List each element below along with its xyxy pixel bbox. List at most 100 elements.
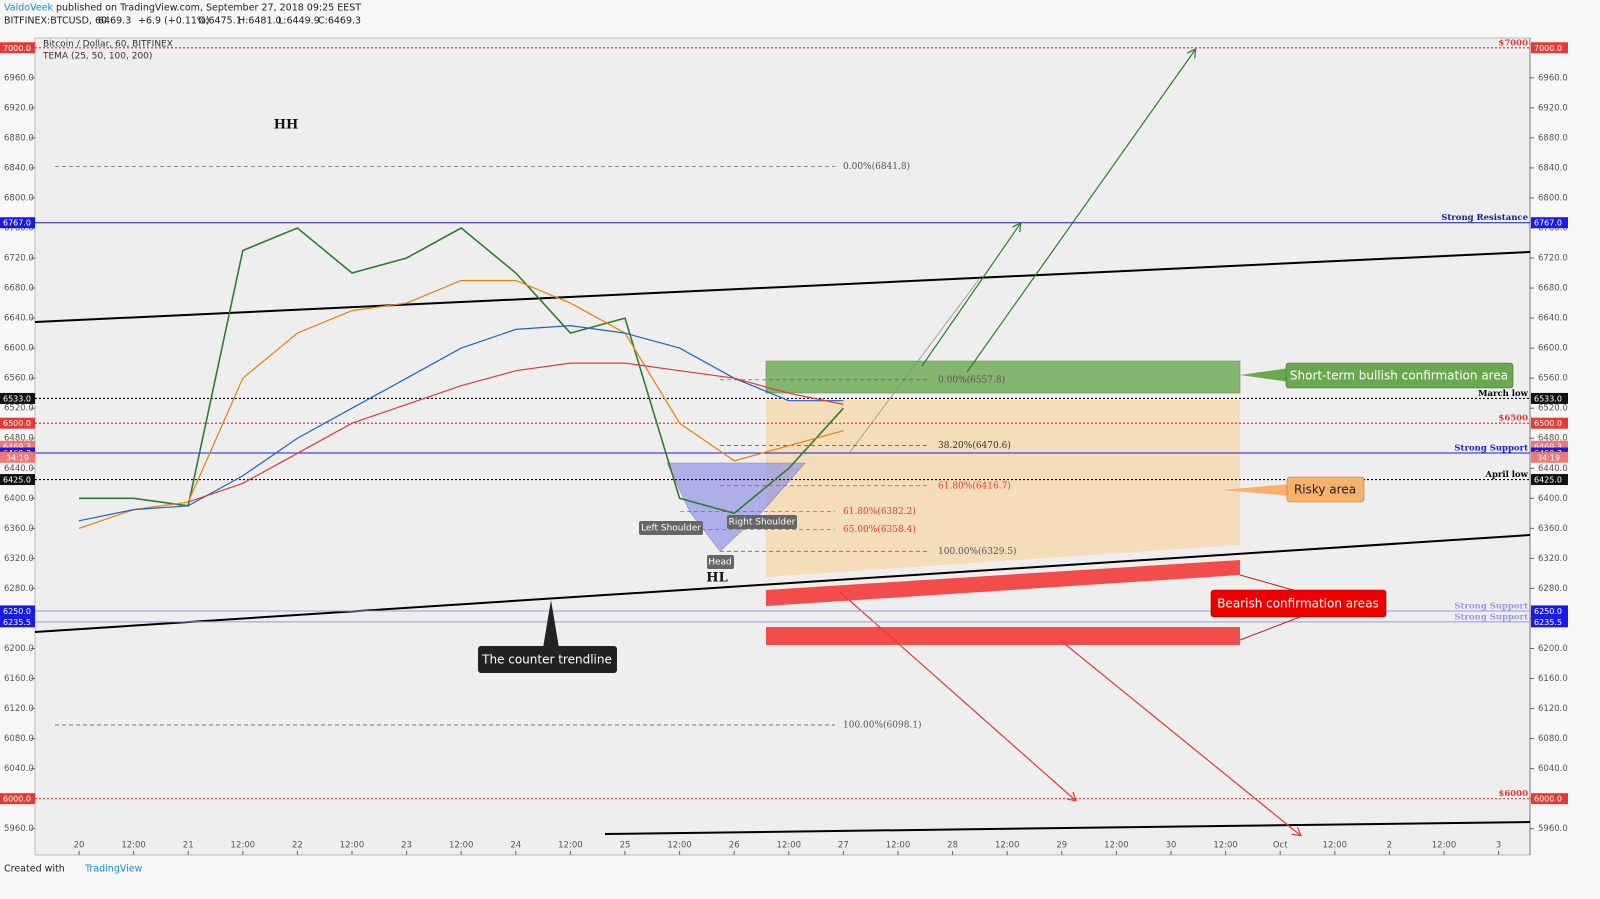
- footer-text: Created with: [4, 864, 65, 875]
- x-tick-label: 30: [1166, 841, 1177, 851]
- fib-label: 0.00%(6841.8): [843, 161, 910, 172]
- chart-title: Bitcoin / Dollar, 60, BITFINEX: [43, 40, 173, 50]
- close: C:6469.3: [318, 16, 361, 27]
- y-tick-label: 6280.0: [1538, 584, 1568, 594]
- y-tick-label: 6960.0: [1538, 73, 1568, 83]
- y-tick-label: 6160.0: [4, 674, 34, 684]
- countdown: 34:19: [6, 453, 29, 462]
- price-badge-label: 6767.0: [3, 219, 31, 228]
- countdown-badge: [1531, 451, 1568, 463]
- price-badge: [1531, 793, 1568, 805]
- y-tick-label: 6800.0: [4, 193, 34, 203]
- series-line: [188, 362, 844, 503]
- y-tick-label: 6520.0: [4, 404, 34, 414]
- published: published on TradingView.com, September …: [56, 3, 361, 14]
- price-badge: [0, 217, 35, 229]
- price-badge-label: 6250.0: [1534, 607, 1562, 616]
- y-tick-label: 5960.0: [1538, 824, 1568, 834]
- bearish-zone: [766, 560, 1240, 606]
- level-label: $6000: [1498, 789, 1528, 799]
- callout-box: [1210, 589, 1387, 618]
- callout-box: [1286, 476, 1365, 503]
- author[interactable]: ValdoVeek: [4, 3, 54, 14]
- y-tick-label: 6960.0: [4, 73, 34, 83]
- y-tick-label: 6680.0: [4, 284, 34, 294]
- fib-label: 61.80%(6382.2): [843, 506, 916, 517]
- fib-label: 100.00%(6329.5): [938, 546, 1017, 557]
- price-badge: [1531, 42, 1568, 54]
- y-tick-label: 6840.0: [4, 163, 34, 173]
- price-badge: [1531, 440, 1568, 452]
- series-line: [79, 227, 844, 515]
- y-tick-label: 6040.0: [1538, 764, 1568, 774]
- x-tick-label: 12:00: [558, 841, 583, 851]
- x-tick-label: 12:00: [1213, 841, 1238, 851]
- price-badge-label: 6500.0: [1534, 419, 1562, 428]
- price-badge: [0, 793, 35, 805]
- price-badge: [1531, 417, 1568, 429]
- y-tick-label: 6640.0: [1538, 314, 1568, 324]
- trendline: [34, 251, 1531, 323]
- countdown: 34:19: [1537, 453, 1560, 462]
- y-tick-label: 6760.0: [1538, 223, 1568, 233]
- last-price: 6469.3: [98, 16, 131, 27]
- y-tick-label: 6320.0: [1538, 554, 1568, 564]
- annotation: Head: [708, 558, 732, 568]
- fib-label: 61.80%(6416.7): [938, 480, 1011, 491]
- head-shoulders: [666, 462, 806, 552]
- y-tick-label: 6440.0: [1538, 464, 1568, 474]
- callout-box: [1285, 362, 1514, 389]
- callout-pointer: [1239, 616, 1301, 641]
- callout-pointer: [1239, 574, 1301, 593]
- y-tick-label: 6480.0: [4, 434, 34, 444]
- price-badge-label: 6500.0: [3, 419, 31, 428]
- y-tick-label: 6760.0: [4, 223, 34, 233]
- x-tick-label: 12:00: [1432, 841, 1457, 851]
- price-badge: [0, 616, 35, 628]
- y-tick-label: 6880.0: [4, 133, 34, 143]
- callout-text: Risky area: [1294, 483, 1356, 497]
- price-badge: [1531, 217, 1568, 229]
- y-tick-label: 6800.0: [1538, 193, 1568, 203]
- y-tick-label: 6080.0: [1538, 734, 1568, 744]
- y-tick-label: 6200.0: [4, 644, 34, 654]
- price-badge: [0, 474, 35, 486]
- level-label: March low: [1478, 389, 1529, 399]
- y-tick-label: 6720.0: [1538, 254, 1568, 264]
- y-tick-label: 6400.0: [1538, 494, 1568, 504]
- price-badge-label: 6469.3: [1534, 442, 1562, 451]
- y-tick-label: 6560.0: [4, 374, 34, 384]
- y-tick-label: 6120.0: [1538, 704, 1568, 714]
- arrow: [839, 591, 1075, 800]
- label-box: [727, 515, 797, 529]
- price-badge: [0, 440, 35, 452]
- annotation: Left Shoulder: [641, 524, 701, 534]
- y-tick-label: 6920.0: [4, 103, 34, 113]
- series-line: [78, 279, 844, 529]
- y-tick-label: 5960.0: [4, 824, 34, 834]
- x-tick-label: 12:00: [449, 841, 474, 851]
- annotation: HL: [706, 571, 727, 586]
- callout-box: [478, 646, 617, 673]
- level-label: Strong Support: [1454, 601, 1528, 611]
- price-badge-label: 6425.0: [3, 476, 31, 485]
- x-tick-label: 24: [510, 841, 521, 851]
- y-tick-label: 6120.0: [4, 704, 34, 714]
- trendline: [604, 821, 1531, 835]
- price-badge: [1531, 474, 1568, 486]
- x-tick-label: 12:00: [667, 841, 692, 851]
- level-label: Strong Resistance: [1441, 213, 1528, 223]
- y-tick-label: 6720.0: [4, 254, 34, 264]
- y-tick-label: 6480.0: [1538, 434, 1568, 444]
- callout-text: Short-term bullish confirmation area: [1290, 369, 1508, 383]
- x-tick-label: 20: [74, 841, 85, 851]
- y-tick-label: 6840.0: [1538, 163, 1568, 173]
- y-tick-label: 6640.0: [4, 314, 34, 324]
- callout-text: The counter trendline: [481, 653, 612, 667]
- price-badge-label: 6000.0: [1534, 795, 1562, 804]
- label-box: [639, 521, 703, 535]
- x-tick-label: 2: [1387, 841, 1392, 851]
- footer-brand[interactable]: TradingView: [84, 864, 143, 875]
